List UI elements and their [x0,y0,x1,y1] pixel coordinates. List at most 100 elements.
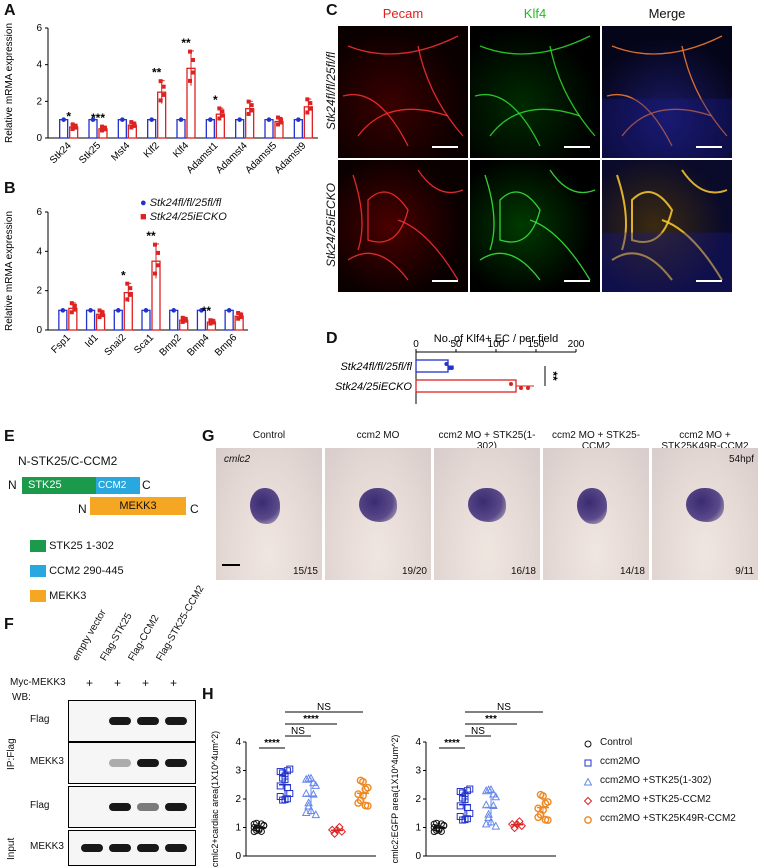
point-ko [72,303,77,308]
vessel [484,174,495,251]
embryo-cmlc2-image: 15/15 cmlc2 [216,448,322,580]
ip-flag-label: IP:Flag [6,738,17,770]
point [449,366,454,370]
point-ko [239,315,244,320]
point-k49r [361,801,370,810]
heart-stain [686,488,724,522]
y-tick-label: 2 [36,96,42,107]
y-tick-label: 4 [235,737,241,748]
legend-b-ko: ■ Stk24/25iECKO [140,211,227,223]
point [509,382,513,386]
panel-g-header: ccm2 MO + STK25-CCM2 [551,430,641,452]
point-ccm2mo [463,787,471,795]
point-ko [156,250,160,255]
vessel-strokes [602,35,732,158]
construct-title: N-STK25/C-CCM2 [18,454,118,468]
legend-h-marker [584,759,592,767]
vessel [417,169,464,194]
y-tick-label: 4 [415,737,421,748]
x-tick-label: 50 [450,339,462,350]
point-k49r [543,798,552,806]
point-stk25-1-302 [484,809,493,818]
x-tick-label: Klf4 [171,140,191,160]
point-stk25-1-302 [304,798,313,807]
point-ccm2mo [276,793,284,801]
point-ko [158,98,163,103]
panel-c-header: Klf4 [523,6,547,21]
point-ccm2mo [459,794,467,802]
point-ccm2mo [463,815,471,823]
vessel [661,219,723,281]
point-ko [308,101,313,106]
x-tick-label: Klf2 [142,140,162,160]
chart-d-title: No. of Klf4+ EC / per field [434,333,558,345]
point-ko [103,127,107,132]
point-ko [156,263,160,268]
x-tick-label: Bmp6 [213,332,240,359]
point-ccm2mo [283,795,291,803]
blot-band [81,844,103,852]
point-ko [125,297,130,302]
embryo-cmlc2-image: 16/18 [434,448,540,580]
y-tick-label: 1 [415,823,421,834]
blot-band [137,803,159,811]
y-tick-label: 1 [235,823,241,834]
point-control [440,822,448,830]
point-ko [153,242,157,247]
x-tick-label: Bmp2 [158,332,185,359]
significance-label: ** [546,371,560,381]
x-tick-label: Mst4 [109,140,132,163]
point-stk25-1-302 [481,800,491,809]
vessel [611,35,723,55]
point-ko [236,316,241,321]
lane-label: Flag-STK25-CCM2 [154,583,207,663]
vessel [489,108,581,137]
wb-label: WB: [12,692,31,703]
myc-mekk3-label: Myc-MEKK3 [10,677,66,688]
y-tick-label: 2 [36,286,42,297]
point-ko [246,99,251,104]
point [526,386,530,390]
significance-label: NS [471,726,485,737]
band-label: MEKK3 [30,841,64,852]
band-label: Flag [30,714,50,725]
point-stk25-1-302 [484,785,493,794]
point-stk25-1-302 [301,788,311,797]
legend-h-marker [584,816,592,824]
scale-bar [696,146,722,148]
vessel [397,219,459,281]
blot-band [165,844,187,852]
embryo-cmlc2-image: 14/18 [543,448,649,580]
vessel-strokes [347,169,464,281]
c-terminus-2: C [190,502,199,516]
point-control [143,308,149,313]
stk25-block: STK25 [22,477,98,494]
vessel [621,108,713,137]
band-label: MEKK3 [30,756,64,767]
panel-g-header: ccm2 MO + STK25(1-302) [438,430,536,452]
x-tick-label: Id1 [83,332,101,350]
point-ccm2mo [466,785,474,793]
point-ko [305,110,310,115]
point-ko [128,286,133,291]
legend-h-label: Control [600,737,633,748]
y-axis-title: cmlc2:EGFP area(1X10^4um^2) [390,735,400,864]
point-control [90,117,96,122]
vessel [549,169,596,194]
y-tick-label: 4 [36,60,42,71]
bar [415,359,449,373]
significance-label: **** [303,714,319,725]
vessel [357,108,449,137]
blot-band [137,717,159,725]
point-ccm2mo [584,759,592,767]
legend-h-marker [583,777,593,786]
vessel [616,174,627,251]
y-tick-label: 3 [235,766,241,777]
vessel [417,45,464,137]
blot-band [109,844,131,852]
bar-control [141,309,151,331]
bar-control [113,309,123,331]
blot-band [137,844,159,852]
point-ko [236,310,241,315]
